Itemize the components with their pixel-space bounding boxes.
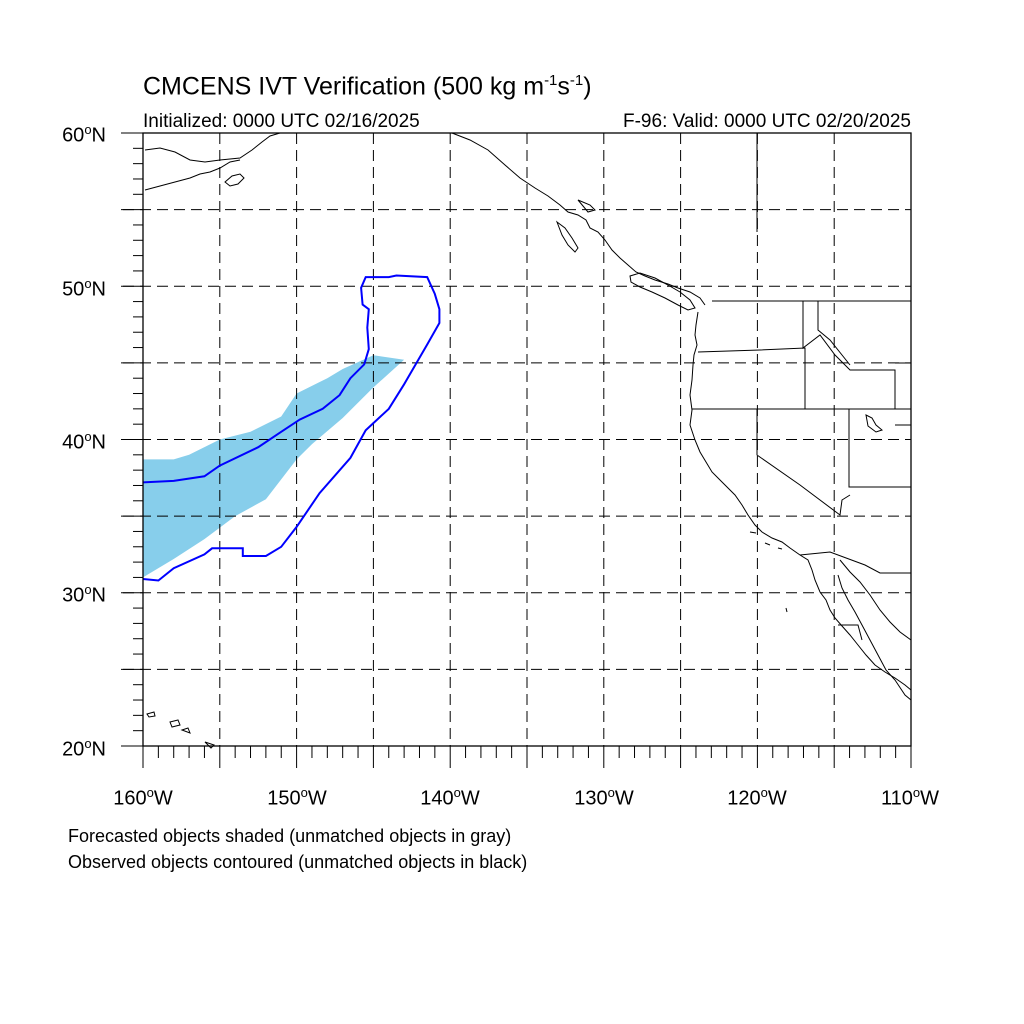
coastline-alaska — [451, 132, 706, 306]
coastline-baja-gulf — [837, 574, 912, 701]
init-time-label: Initialized: 0000 UTC 02/16/2025 — [143, 111, 420, 132]
lat-label-20: 20oN — [62, 736, 106, 761]
border-baja — [838, 624, 863, 641]
valid-time-label: F-96: Valid: 0000 UTC 02/20/2025 — [623, 111, 911, 132]
page-title: CMCENS IVT Verification (500 kg m-1s-1) — [143, 72, 592, 101]
great-salt-lake — [865, 414, 884, 433]
lat-label-30: 30oN — [62, 582, 106, 607]
legend-note-observed: Observed objects contoured (unmatched ob… — [68, 852, 528, 872]
legend-note-forecast: Forecasted objects shaded (unmatched obj… — [68, 826, 512, 846]
border-nv-ut — [848, 409, 911, 488]
coastline-alaska-west — [144, 132, 281, 163]
coastline-vancouver-island — [629, 272, 696, 311]
border-ca-nv — [756, 409, 851, 516]
lat-label-50: 50oN — [62, 276, 106, 301]
coastline-hawaii — [146, 711, 215, 749]
lon-label-150: 150oW — [267, 785, 327, 810]
lat-label-60: 60oN — [62, 122, 106, 147]
lon-label-110: 110oW — [880, 785, 939, 810]
lon-label-140: 140oW — [420, 785, 480, 810]
channel-islands — [749, 531, 788, 613]
border-wa-or — [697, 347, 806, 409]
border-wy — [895, 362, 911, 426]
coastline-gulf-east — [839, 559, 912, 641]
coastline-alaska-islands — [555, 199, 596, 253]
lon-label-160: 160oW — [113, 785, 173, 810]
forecast-object-shading — [143, 355, 405, 578]
border-us-mexico — [799, 551, 911, 574]
lat-label-40: 40oN — [62, 429, 106, 454]
observed-object-contour — [142, 274, 441, 582]
coastline-alaska-sw — [144, 159, 241, 191]
border-montana — [817, 301, 851, 366]
coastline-kodiak — [224, 173, 245, 187]
border-idaho — [802, 301, 896, 409]
lon-label-130: 130oW — [574, 785, 634, 810]
coastline-us-west — [689, 311, 912, 691]
lon-label-120: 120oW — [727, 785, 787, 810]
